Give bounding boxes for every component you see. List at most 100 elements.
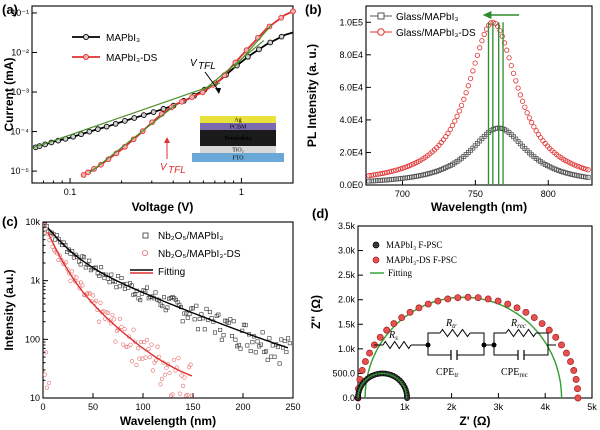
inset-layer-label: Ag bbox=[234, 118, 241, 124]
y-tick-label: 4.0E4 bbox=[339, 115, 363, 125]
series-marker-1 bbox=[248, 349, 253, 354]
circuit-wire bbox=[524, 345, 549, 356]
series-marker-2 bbox=[481, 31, 487, 37]
series-marker-2 bbox=[461, 96, 467, 102]
legend-swatch-marker bbox=[82, 33, 90, 41]
series-marker-2 bbox=[504, 300, 512, 308]
series-marker-1 bbox=[75, 254, 80, 259]
series-marker-1 bbox=[122, 118, 128, 124]
series-marker-2 bbox=[578, 165, 584, 171]
series-marker-2 bbox=[153, 358, 159, 363]
panel-a-label: (a) bbox=[2, 2, 18, 17]
series-marker-2 bbox=[504, 47, 510, 53]
series-marker-1 bbox=[269, 354, 274, 359]
x-tick-label: 0.1 bbox=[64, 187, 77, 197]
series-marker-1 bbox=[112, 120, 119, 127]
series-marker-1 bbox=[202, 327, 207, 332]
legend-swatch-marker bbox=[82, 53, 90, 61]
panel-c-axes: 0 50 100 150 200 250 10 100 1k 10k Wavelength (nm)… bbox=[2, 217, 301, 428]
inset-layer bbox=[200, 116, 276, 123]
y-tick-label: 1.0k bbox=[338, 344, 356, 354]
series-marker-1 bbox=[185, 315, 190, 320]
series-marker-2 bbox=[452, 118, 458, 124]
y-axis-label: Z'' (Ω) bbox=[309, 295, 323, 329]
series-marker-1 bbox=[131, 115, 138, 121]
series-marker-1 bbox=[114, 285, 119, 290]
series-marker-2 bbox=[144, 337, 150, 343]
y-tick-label: 1k bbox=[30, 276, 40, 286]
series-marker-1 bbox=[207, 310, 212, 315]
series-marker-2 bbox=[447, 126, 453, 133]
series-marker-1 bbox=[194, 303, 199, 308]
shift-arrowhead bbox=[482, 11, 492, 19]
series-marker-2 bbox=[581, 165, 587, 171]
series-marker-1 bbox=[160, 304, 165, 309]
series-marker-2 bbox=[155, 344, 160, 349]
series-marker-2 bbox=[189, 94, 195, 100]
series-marker-2 bbox=[120, 342, 126, 347]
circuit-wire bbox=[536, 332, 549, 345]
series-marker-1 bbox=[272, 354, 277, 359]
series-marker-2 bbox=[529, 119, 535, 126]
series-marker-2 bbox=[510, 70, 517, 76]
y-tick-label: 10⁻⁴ bbox=[10, 127, 29, 137]
x-tick-label: 250 bbox=[285, 402, 300, 412]
legend-entry: Glass/MAPbI₃ bbox=[396, 12, 458, 23]
x-tick-label: 150 bbox=[185, 402, 200, 412]
vtfl-arrow-1 bbox=[204, 71, 220, 92]
series-marker-2 bbox=[538, 135, 544, 141]
inset-layer-label: PCBM bbox=[230, 125, 247, 131]
plot-frame bbox=[42, 221, 294, 399]
x-tick-label: 800 bbox=[541, 189, 556, 199]
y-axis-label: Intensity (a.u.) bbox=[2, 269, 16, 350]
series-marker-2 bbox=[406, 308, 414, 316]
y-tick-label: 1.5k bbox=[338, 319, 356, 329]
series-marker-2 bbox=[110, 312, 115, 318]
series-marker-2 bbox=[454, 294, 462, 302]
series-marker-2 bbox=[495, 23, 501, 29]
series-marker-2 bbox=[134, 362, 139, 368]
series-marker-1 bbox=[165, 305, 170, 310]
series-marker-2 bbox=[444, 295, 452, 303]
vtfl-label-1: V bbox=[190, 58, 198, 69]
y-tick-label: 0.0E0 bbox=[339, 180, 363, 190]
series-marker-2 bbox=[533, 128, 539, 134]
series-marker-1 bbox=[95, 126, 101, 132]
series-marker-2 bbox=[101, 309, 106, 314]
x-tick-label: 2k bbox=[447, 402, 457, 412]
series-marker-2 bbox=[129, 359, 135, 364]
series-marker-1 bbox=[255, 339, 260, 344]
series-marker-2 bbox=[176, 356, 181, 361]
series-marker-2 bbox=[185, 392, 190, 398]
series-marker-1 bbox=[180, 319, 185, 324]
series-marker-2 bbox=[526, 115, 532, 121]
series-marker-2 bbox=[494, 297, 502, 305]
series-marker-2 bbox=[499, 33, 505, 39]
series-marker-2 bbox=[171, 357, 177, 363]
series-marker-2 bbox=[199, 89, 206, 96]
series-marker-2 bbox=[147, 355, 153, 360]
series-marker-2 bbox=[46, 380, 52, 386]
series-marker-2 bbox=[402, 164, 408, 170]
panel-d-chart: (d) 0 1k 2k 3k 4k 5k 0.0 500.0 1.0k 1.5k 2.0k 2.5k 3… bbox=[309, 206, 597, 428]
legend-swatch-marker bbox=[377, 28, 385, 36]
panel-a-axes: 0.1 1 10⁻⁵ 10⁻⁴ 10⁻³ 10⁻² 10⁻¹ Voltage (V) Curre… bbox=[2, 5, 294, 214]
y-tick-label: 2.5k bbox=[338, 270, 356, 280]
series-marker-2 bbox=[463, 90, 469, 96]
series-marker-1 bbox=[117, 284, 122, 289]
y-axis-label: PL Intensity (a. u.) bbox=[305, 44, 319, 147]
series-marker-2 bbox=[65, 267, 70, 272]
series-marker-1 bbox=[219, 337, 224, 342]
inset-layer bbox=[192, 153, 284, 162]
series-marker-2 bbox=[400, 165, 406, 171]
circuit-wire bbox=[457, 345, 485, 356]
legend-entry: Fitting bbox=[388, 268, 413, 278]
series-marker-2 bbox=[501, 40, 508, 46]
panel-a-legend: MAPbI₃ MAPbI₃-DS bbox=[72, 33, 158, 64]
series-marker-2 bbox=[141, 339, 147, 345]
series-marker-2 bbox=[135, 346, 141, 351]
series-marker-2 bbox=[189, 393, 195, 398]
ds-tfl-fit-line bbox=[233, 24, 273, 69]
series-marker-1 bbox=[258, 342, 263, 347]
series-marker-2 bbox=[42, 372, 48, 377]
